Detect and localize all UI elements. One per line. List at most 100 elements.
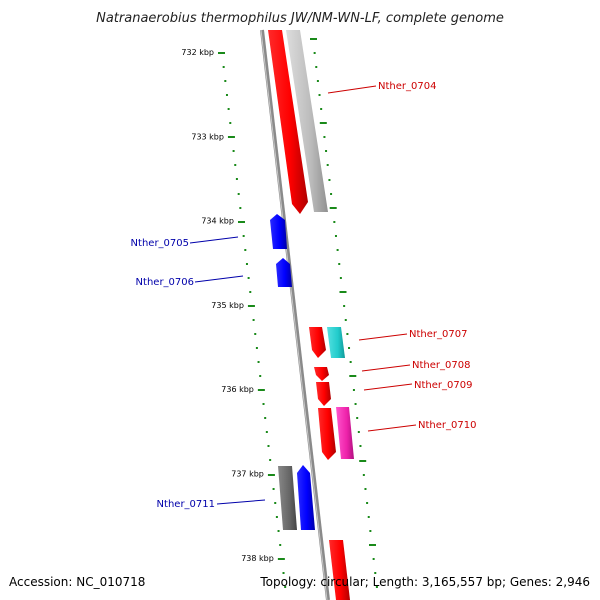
- scale-dash: [364, 488, 367, 490]
- scale-dash: [274, 502, 277, 504]
- scale-dash: [336, 249, 339, 251]
- scale-dash: [339, 277, 342, 279]
- gene-bar-nther-0709[interactable]: [316, 382, 331, 406]
- scale-dash: [366, 502, 369, 504]
- gene-leaders: [189, 85, 417, 505]
- scale-dash: [265, 431, 268, 433]
- scale-dash: [318, 94, 321, 96]
- scale-dash: [254, 333, 257, 335]
- gene-bar-nther-0705[interactable]: [270, 214, 287, 249]
- scale-dash: [247, 305, 255, 307]
- scale-dash: [339, 291, 347, 293]
- scale-dash: [334, 235, 337, 237]
- scale-dash: [375, 586, 378, 588]
- gene-bar-nther-0710[interactable]: [318, 408, 336, 460]
- topology-text: Topology: circular; Length: 3,165,557 bp…: [259, 575, 590, 589]
- scale-dash: [242, 235, 245, 237]
- scale-dash: [262, 403, 265, 405]
- scale-dash: [272, 488, 275, 490]
- gene-label-nther-0707[interactable]: Nther_0707: [409, 329, 467, 340]
- gene-bar-nther-0704[interactable]: [268, 30, 308, 214]
- scale-dash: [323, 136, 326, 138]
- scale-dash: [320, 108, 323, 110]
- scale-dash: [313, 52, 316, 54]
- scale-dash: [237, 193, 240, 195]
- scale-dash: [269, 459, 272, 461]
- scale-dash: [310, 38, 317, 40]
- gene-bar-nther-0704-homolog[interactable]: [286, 30, 328, 212]
- genome-axis-line: [260, 29, 330, 600]
- scale-dash: [319, 122, 327, 124]
- scale-dash: [374, 572, 377, 574]
- gene-bar-nther-0708[interactable]: [314, 367, 329, 381]
- scale-dash: [257, 361, 260, 363]
- gene-bar-nther-0707-cyan[interactable]: [327, 327, 345, 358]
- scale-dash: [227, 136, 235, 138]
- scale-dash: [333, 221, 336, 223]
- scale-dash: [356, 417, 359, 419]
- scale-dash: [218, 52, 225, 54]
- gene-label-nther-0705[interactable]: Nther_0705: [131, 238, 189, 249]
- scale-dash: [349, 375, 357, 377]
- scale-dash: [267, 445, 270, 447]
- scale-dash: [252, 319, 255, 321]
- scale-tick-label: 737 kbp: [231, 470, 264, 479]
- scale-dash: [259, 375, 262, 377]
- scale-dash: [275, 516, 278, 518]
- scale-dash: [348, 347, 351, 349]
- scale-dash: [343, 305, 346, 307]
- scale-tick-label: 732 kbp: [181, 48, 214, 57]
- scale-dash: [234, 164, 237, 166]
- gene-bar-nther-0710-magenta[interactable]: [336, 407, 354, 459]
- scale-dash: [338, 263, 341, 265]
- scale-dash: [329, 207, 337, 209]
- scale-dash: [354, 403, 357, 405]
- scale-dash: [232, 150, 235, 152]
- scale-dash: [352, 389, 355, 391]
- scale-dash: [325, 150, 328, 152]
- scale-dash: [344, 319, 347, 321]
- scale-dash: [237, 221, 245, 223]
- gene-bar-nther-0706[interactable]: [276, 258, 292, 287]
- gene-label-nther-0706[interactable]: Nther_0706: [136, 277, 194, 288]
- scale-dash: [264, 417, 267, 419]
- scale-dash: [284, 586, 287, 588]
- gene-bar-nther-0711-grey[interactable]: [278, 466, 297, 530]
- scale-dash: [224, 80, 227, 82]
- gene-bar-nther-0711[interactable]: [297, 465, 315, 530]
- scale-dash: [267, 474, 275, 476]
- scale-dash: [316, 80, 319, 82]
- scale-dash: [359, 460, 367, 462]
- kbp-scale-track: 732 kbp 733 kbp 734 kbp 735 kbp 736 kbp 737 k…: [181, 38, 378, 588]
- scale-dash: [247, 277, 250, 279]
- accession-text: Accession: NC_010718: [9, 575, 145, 589]
- scale-dash: [328, 179, 331, 181]
- genome-axis-highlight: [260, 29, 328, 600]
- gene-label-nther-0704[interactable]: Nther_0704: [378, 81, 436, 92]
- gene-label-nther-0711[interactable]: Nther_0711: [157, 499, 215, 510]
- scale-tick-label: 733 kbp: [191, 132, 224, 141]
- scale-dash: [330, 193, 333, 195]
- scale-dash: [229, 122, 232, 124]
- gene-label-nther-0710[interactable]: Nther_0710: [418, 420, 476, 431]
- scale-dash: [349, 361, 352, 363]
- gene-bar-nther-0707[interactable]: [309, 327, 326, 358]
- gene-bar-next[interactable]: [329, 540, 350, 600]
- scale-dash: [225, 94, 228, 96]
- scale-dash: [362, 474, 365, 476]
- scale-dash: [255, 347, 258, 349]
- scale-tick-label: 734 kbp: [201, 217, 234, 226]
- scale-dash: [315, 66, 318, 68]
- gene-label-nther-0708[interactable]: Nther_0708: [412, 360, 470, 371]
- scale-dash: [222, 66, 225, 68]
- scale-dash: [282, 572, 285, 574]
- scale-dash: [372, 558, 375, 560]
- gene-label-nther-0709[interactable]: Nther_0709: [414, 380, 472, 391]
- scale-tick-label: 735 kbp: [211, 301, 244, 310]
- genome-title: Natranaerobius thermophilus JW/NM-WN-LF,…: [96, 11, 504, 26]
- scale-dash: [235, 178, 238, 180]
- scale-tick-label: 736 kbp: [221, 385, 254, 394]
- scale-dash: [277, 530, 280, 532]
- scale-dash: [239, 207, 242, 209]
